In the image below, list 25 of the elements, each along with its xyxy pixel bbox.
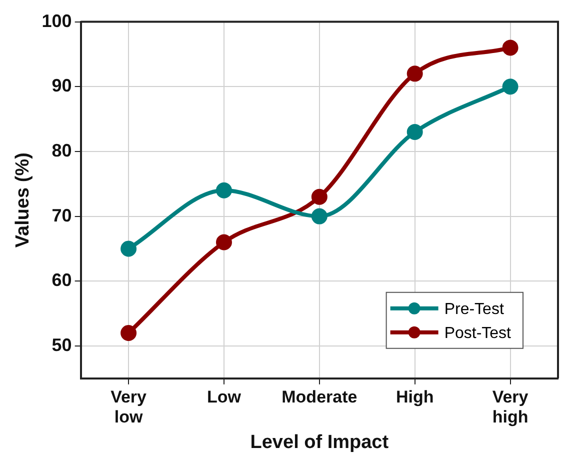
- y-tick-label: 70: [52, 205, 72, 226]
- y-tick-label: 80: [52, 140, 72, 160]
- y-tick-label: 100: [42, 10, 72, 31]
- point: [502, 40, 518, 56]
- point: [216, 234, 232, 250]
- point: [502, 78, 518, 95]
- y-tick-label: 60: [52, 270, 72, 290]
- y-tick-label: 90: [52, 76, 72, 96]
- legend-label: Pre-Test: [444, 300, 504, 318]
- x-tick-label: Very high: [492, 387, 529, 427]
- y-axis-title: Values (%): [12, 152, 34, 248]
- point: [406, 124, 423, 140]
- x-tick-label: Low: [206, 387, 242, 406]
- point: [216, 182, 232, 198]
- x-axis-title: Level of Impact: [250, 432, 390, 453]
- y-tick-label: 50: [52, 334, 72, 355]
- x-tick-label: High: [396, 387, 434, 406]
- point: [311, 208, 328, 224]
- point: [120, 325, 137, 342]
- point: [120, 240, 137, 257]
- x-tick-label: Moderate: [282, 387, 358, 406]
- point: [311, 188, 328, 205]
- x-tick-label: Very low: [110, 387, 148, 427]
- legend-label: Post-Test: [444, 324, 512, 342]
- point: [406, 66, 423, 82]
